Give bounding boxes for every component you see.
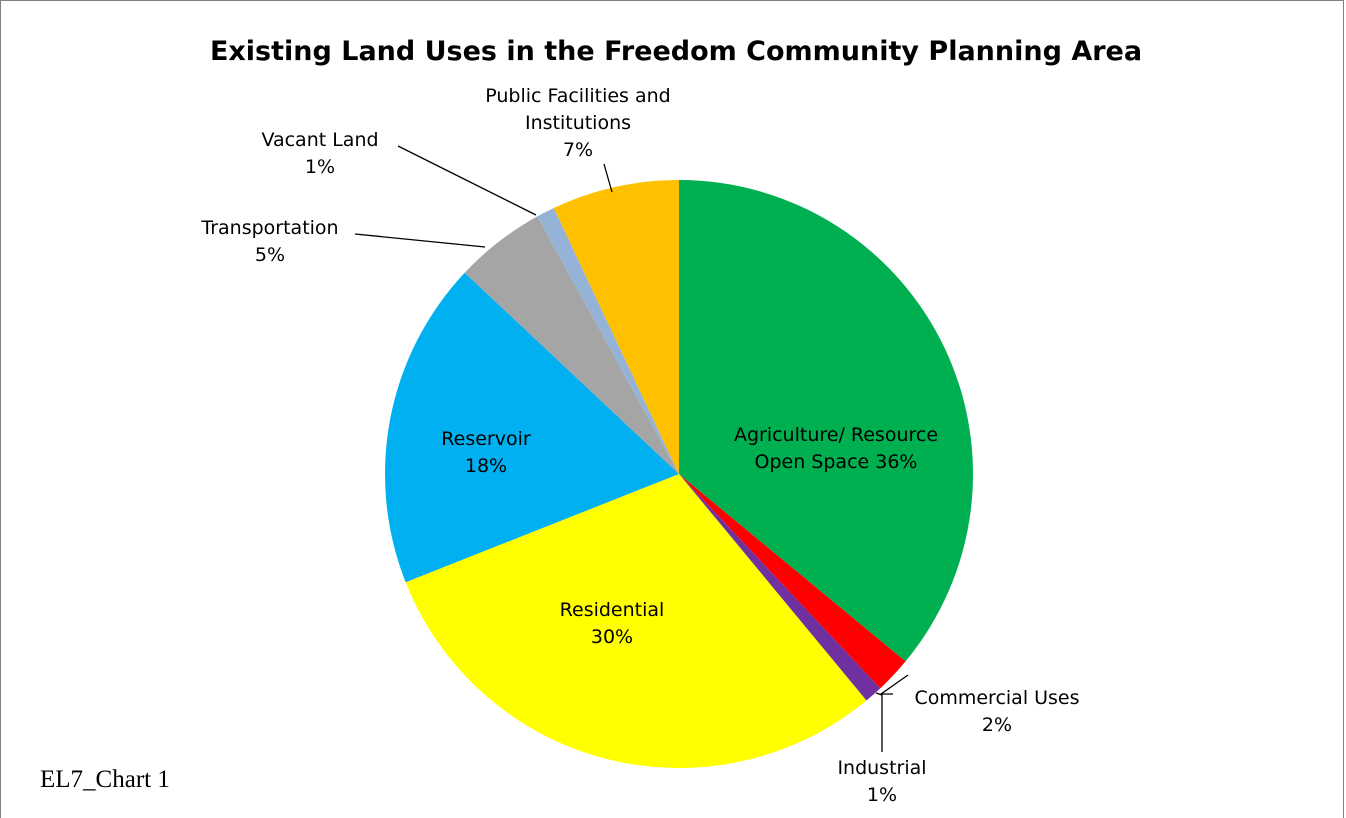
leader-line (875, 692, 883, 752)
slice-label: Commercial Uses 2% (914, 687, 1079, 736)
pie-slice-reservoir (384, 272, 679, 583)
pie-slice-residential (405, 474, 867, 769)
slice-label: Transportation 5% (200, 217, 338, 266)
pie-slice-agriculture-resource-open-space (679, 180, 973, 662)
chart-title: Existing Land Uses in the Freedom Commun… (210, 36, 1142, 67)
slice-label: Vacant Land 1% (261, 129, 378, 178)
slice-labels: Agriculture/ Resource Open Space 36% Comme… (200, 85, 1079, 806)
leader-lines (354, 145, 909, 752)
pie-slice-industrial (679, 474, 881, 701)
leader-line (397, 145, 537, 216)
pie-slice-public-facilities-and-institutions (553, 180, 679, 474)
slice-label: Public Facilities and Institutions 7% (485, 85, 670, 161)
leader-line (354, 233, 486, 248)
leader-line (603, 163, 613, 193)
pie-slice-transportation (464, 216, 679, 474)
slice-label: Reservoir 18% (441, 428, 531, 477)
pie-slices (384, 180, 973, 769)
slice-label: Residential 30% (560, 599, 665, 648)
pie-slice-vacant-land (537, 207, 679, 475)
slice-label: Industrial 1% (837, 757, 926, 806)
pie-slice-commercial-uses (679, 474, 906, 689)
chart-caption: EL7_Chart 1 (40, 766, 170, 793)
slice-label: Agriculture/ Resource Open Space 36% (734, 424, 938, 473)
